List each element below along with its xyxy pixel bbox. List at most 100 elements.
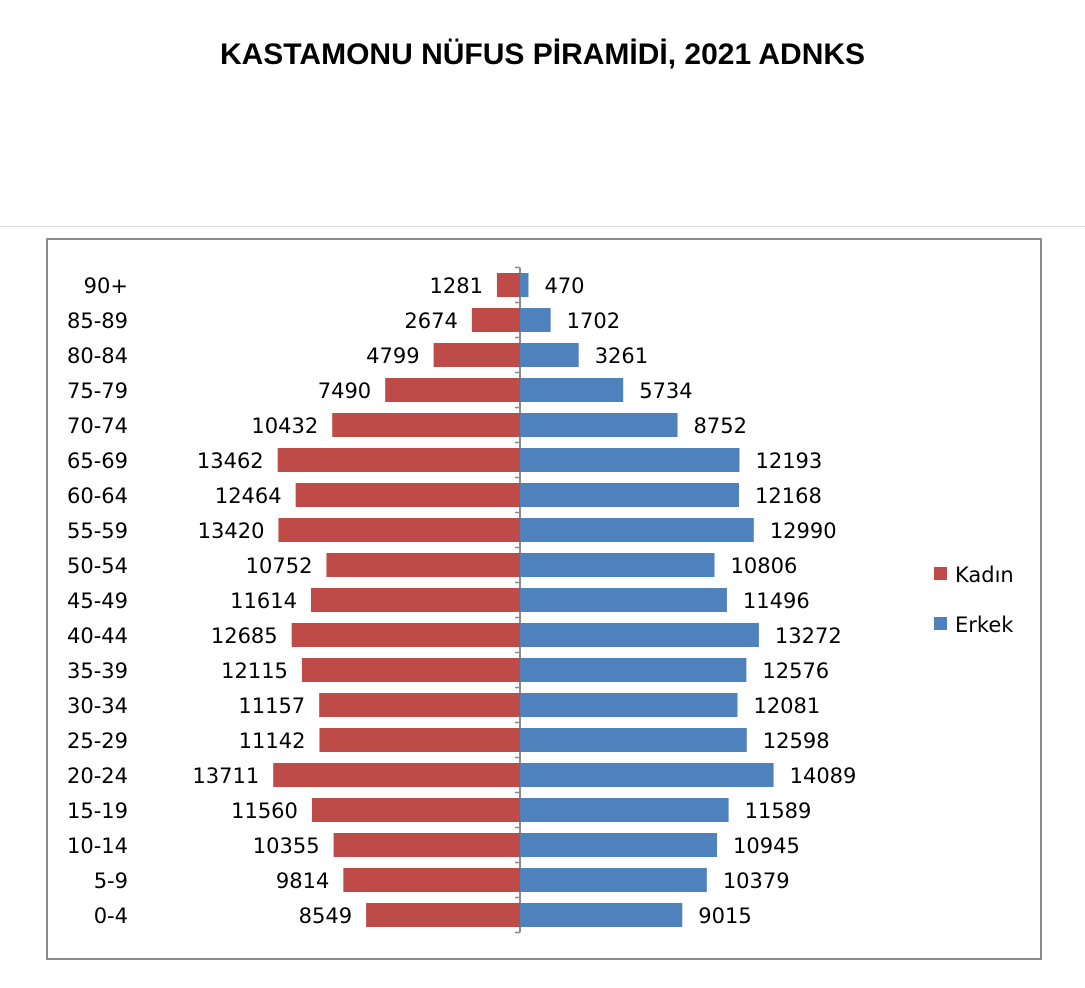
bar-kadin (301, 658, 520, 682)
data-label-erkek: 13272 (775, 624, 842, 648)
bar-erkek (520, 518, 754, 542)
data-label-erkek: 12598 (763, 729, 830, 753)
bar-erkek (520, 588, 727, 612)
bar-kadin (433, 343, 520, 367)
bar-kadin (311, 798, 520, 822)
bar-kadin (310, 588, 520, 612)
data-label-kadin: 12464 (215, 484, 282, 508)
bar-kadin (343, 868, 520, 892)
category-label: 5-9 (94, 869, 128, 893)
bar-kadin (333, 833, 520, 857)
legend-swatch-erkek (934, 617, 947, 630)
bar-kadin (496, 273, 520, 297)
data-label-kadin: 13420 (198, 519, 265, 543)
bar-kadin (295, 483, 520, 507)
data-label-erkek: 11589 (745, 799, 812, 823)
bar-kadin (291, 623, 520, 647)
bar-kadin (366, 903, 520, 927)
bar-erkek (520, 658, 747, 682)
data-label-kadin: 9814 (276, 869, 329, 893)
bar-kadin (319, 728, 520, 752)
bar-erkek (520, 413, 678, 437)
bar-erkek (520, 483, 740, 507)
category-label: 25-29 (67, 729, 128, 753)
category-label: 0-4 (94, 904, 128, 928)
divider (0, 226, 1085, 227)
category-label: 10-14 (67, 834, 128, 858)
bar-kadin (319, 693, 520, 717)
bar-kadin (471, 308, 520, 332)
data-label-kadin: 12685 (211, 624, 278, 648)
data-label-erkek: 3261 (595, 344, 648, 368)
data-label-kadin: 10752 (246, 554, 313, 578)
data-label-kadin: 13462 (197, 449, 264, 473)
data-label-erkek: 470 (544, 274, 584, 298)
category-label: 80-84 (67, 344, 128, 368)
data-label-erkek: 12193 (755, 449, 822, 473)
data-label-erkek: 8752 (694, 414, 747, 438)
data-label-kadin: 10432 (251, 414, 318, 438)
data-label-erkek: 10806 (731, 554, 798, 578)
category-label: 65-69 (67, 449, 128, 473)
bar-erkek (520, 903, 683, 927)
data-label-erkek: 9015 (698, 904, 751, 928)
data-label-kadin: 11560 (231, 799, 298, 823)
bar-erkek (520, 273, 529, 297)
category-label: 75-79 (67, 379, 128, 403)
category-label: 85-89 (67, 309, 128, 333)
data-label-kadin: 8549 (299, 904, 352, 928)
bar-erkek (520, 623, 759, 647)
bar-erkek (520, 308, 551, 332)
bar-erkek (520, 833, 718, 857)
bar-kadin (277, 448, 520, 472)
data-label-erkek: 10945 (733, 834, 800, 858)
category-label: 60-64 (67, 484, 128, 508)
bar-erkek (520, 553, 715, 577)
category-label: 45-49 (67, 589, 128, 613)
bar-erkek (520, 378, 624, 402)
data-label-kadin: 7490 (318, 379, 371, 403)
bar-kadin (273, 763, 520, 787)
data-label-kadin: 4799 (366, 344, 419, 368)
bar-kadin (326, 553, 520, 577)
data-label-erkek: 10379 (723, 869, 790, 893)
data-label-erkek: 5734 (639, 379, 692, 403)
category-label: 40-44 (67, 624, 128, 648)
data-label-kadin: 2674 (404, 309, 457, 333)
bar-erkek (520, 343, 579, 367)
data-label-erkek: 12990 (770, 519, 837, 543)
data-label-erkek: 12081 (753, 694, 820, 718)
data-label-kadin: 10355 (253, 834, 320, 858)
data-label-erkek: 14089 (790, 764, 857, 788)
category-label: 70-74 (67, 414, 128, 438)
data-label-kadin: 11157 (238, 694, 305, 718)
bar-erkek (520, 763, 774, 787)
legend-swatch-kadin (934, 567, 947, 580)
data-label-kadin: 1281 (429, 274, 482, 298)
category-label: 50-54 (67, 554, 128, 578)
chart-frame (46, 238, 1042, 960)
data-label-erkek: 1702 (567, 309, 620, 333)
bar-erkek (520, 868, 707, 892)
data-label-erkek: 11496 (743, 589, 810, 613)
data-label-kadin: 13711 (192, 764, 259, 788)
bar-kadin (332, 413, 520, 437)
legend-label-kadin: Kadın (955, 563, 1014, 587)
bar-erkek (520, 728, 747, 752)
bar-kadin (278, 518, 520, 542)
bar-erkek (520, 448, 740, 472)
page-title: KASTAMONU NÜFUS PİRAMİDİ, 2021 ADNKS (219, 38, 866, 71)
category-label: 20-24 (67, 764, 128, 788)
data-label-kadin: 12115 (221, 659, 288, 683)
legend-label-erkek: Erkek (955, 613, 1014, 637)
category-label: 15-19 (67, 799, 128, 823)
category-label: 55-59 (67, 519, 128, 543)
data-label-kadin: 11614 (230, 589, 297, 613)
bar-kadin (385, 378, 520, 402)
category-label: 90+ (84, 274, 128, 298)
category-label: 35-39 (67, 659, 128, 683)
data-label-erkek: 12576 (762, 659, 829, 683)
data-label-erkek: 12168 (755, 484, 822, 508)
data-label-kadin: 11142 (239, 729, 306, 753)
